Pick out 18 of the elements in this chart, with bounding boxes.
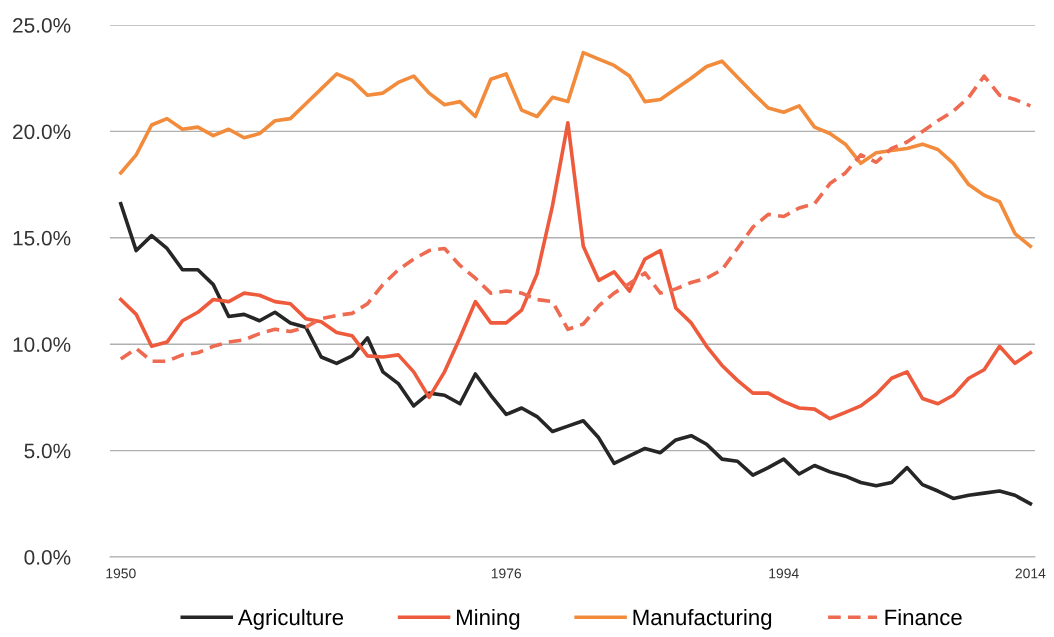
y-tick-label: 5.0% xyxy=(24,443,71,459)
x-tick-label: 1950 xyxy=(106,568,136,579)
x-tick-label: 1976 xyxy=(491,568,522,579)
y-tick-label: 15.0% xyxy=(13,230,71,246)
x-tick-label: 1994 xyxy=(769,568,799,579)
line-series xyxy=(118,201,1033,506)
y-tick-label: 10.0% xyxy=(13,337,71,352)
legend-label: Manufacturing xyxy=(633,608,772,630)
legend-label: Finance xyxy=(885,608,962,626)
line-series xyxy=(118,74,1033,364)
x-tick-label: 2014 xyxy=(1015,568,1046,579)
y-tick-label: 0.0% xyxy=(24,550,71,565)
y-tick-label: 25.0% xyxy=(13,18,71,33)
line-series xyxy=(118,50,1033,249)
legend-label: Agriculture xyxy=(237,608,344,630)
y-tick-label: 20.0% xyxy=(13,124,71,140)
legend-label: Mining xyxy=(456,608,520,630)
line-series xyxy=(118,121,1033,421)
